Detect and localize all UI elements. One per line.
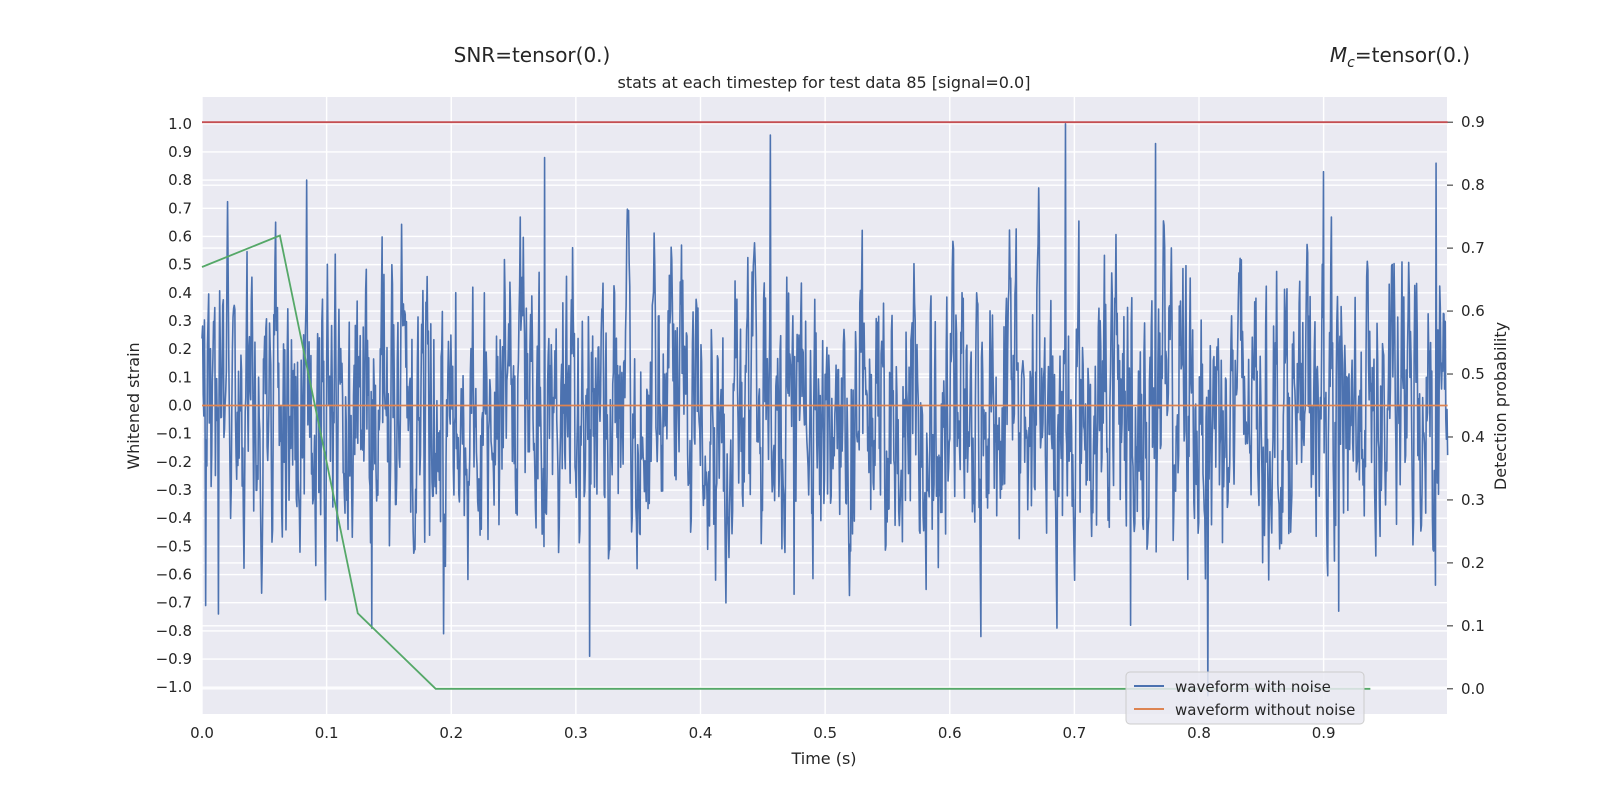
y-right-tick-label: 0.1: [1461, 617, 1485, 635]
y-right-tick-label: 0.6: [1461, 302, 1485, 320]
y-tick-label: −0.2: [156, 453, 192, 471]
y-right-tick-label: 0.9: [1461, 113, 1485, 131]
legend: waveform with noise waveform without noi…: [1125, 671, 1365, 725]
y-tick-label: 0.5: [168, 256, 192, 274]
y-tick-label: 0.4: [168, 284, 192, 302]
y-tick-label: 0.1: [168, 368, 192, 386]
y-tick-label: 0.9: [168, 143, 192, 161]
y-tick-label: 0.2: [168, 340, 192, 358]
mc-title-subscript: c: [1347, 55, 1355, 71]
y-tick-label: −0.4: [156, 509, 192, 527]
y-tick-label: 0.6: [168, 227, 192, 245]
mc-title-symbol: M: [1330, 43, 1347, 67]
x-tick-label: 0.8: [1187, 724, 1211, 742]
y-right-tick-label: 0.5: [1461, 365, 1485, 383]
x-tick-label: 0.2: [439, 724, 463, 742]
y-ticks: 1.0 0.9 0.8 0.7 0.6 0.5 0.4 0.3 0.2 0.1 0.0 −0.1 −0.…: [156, 115, 192, 696]
x-tick-label: 0.7: [1062, 724, 1086, 742]
x-tick-label: 0.4: [689, 724, 713, 742]
y-right-tick-label: 0.0: [1461, 680, 1485, 698]
x-tick-label: 0.0: [190, 724, 214, 742]
y-right-ticks: 0.9 0.8 0.7 0.6 0.5 0.4 0.3 0.2 0.1 0.0: [1447, 113, 1485, 698]
y-tick-label: −0.3: [156, 481, 192, 499]
y-right-tick-label: 0.2: [1461, 554, 1485, 572]
x-axis-label: Time (s): [790, 749, 856, 768]
chart-title: stats at each timestep for test data 85 …: [618, 73, 1031, 92]
x-tick-label: 0.3: [564, 724, 588, 742]
legend-label-clean: waveform without noise: [1175, 701, 1355, 719]
y-right-tick-label: 0.4: [1461, 428, 1485, 446]
y-tick-label: 0.8: [168, 171, 192, 189]
y-tick-label: −0.8: [156, 622, 192, 640]
legend-label-noise: waveform with noise: [1175, 678, 1331, 696]
y-right-tick-label: 0.7: [1461, 239, 1485, 257]
y-axis-label: Whitened strain: [124, 342, 143, 469]
y-tick-label: −0.6: [156, 566, 192, 584]
y-tick-label: −1.0: [156, 678, 192, 696]
x-ticks: 0.0 0.1 0.2 0.3 0.4 0.5 0.6 0.7 0.8 0.9: [190, 724, 1335, 742]
y-tick-label: −0.9: [156, 650, 192, 668]
y-right-tick-label: 0.8: [1461, 176, 1485, 194]
y-tick-label: 0.0: [168, 397, 192, 415]
mc-title: Mc=tensor(0.): [1330, 43, 1470, 71]
snr-title: SNR=tensor(0.): [454, 43, 611, 67]
y-tick-label: 0.3: [168, 312, 192, 330]
x-tick-label: 0.9: [1312, 724, 1336, 742]
series-waveform-with-noise: [201, 122, 1449, 697]
y-tick-label: −0.5: [156, 537, 192, 555]
y-tick-label: −0.1: [156, 425, 192, 443]
y-right-tick-label: 0.3: [1461, 491, 1485, 509]
x-tick-label: 0.1: [315, 724, 339, 742]
y-tick-label: 0.7: [168, 199, 192, 217]
x-tick-label: 0.6: [938, 724, 962, 742]
y-right-axis-label: Detection probability: [1491, 322, 1510, 490]
mc-title-value: =tensor(0.): [1355, 43, 1470, 67]
legend-box: [1125, 671, 1365, 725]
x-tick-label: 0.5: [813, 724, 837, 742]
y-tick-label: 1.0: [168, 115, 192, 133]
y-tick-label: −0.7: [156, 594, 192, 612]
